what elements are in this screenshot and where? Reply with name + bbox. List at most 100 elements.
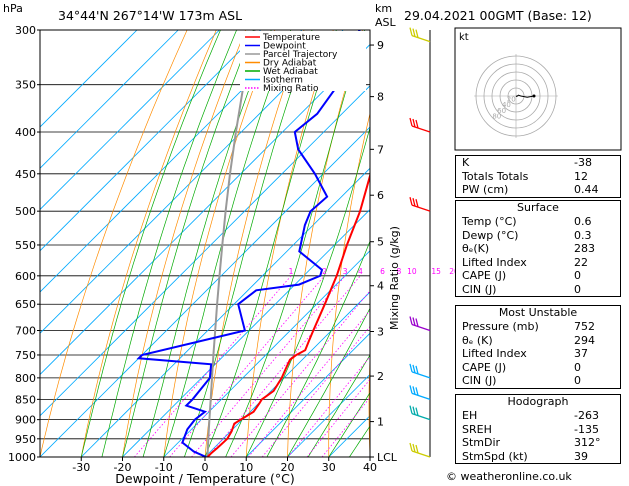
mixing-ratio-line: [306, 378, 370, 457]
wind-barb-flag: [415, 318, 419, 327]
pressure-tick-label: 350: [15, 79, 36, 92]
hodograph-trace: [515, 94, 535, 98]
legend-entry: Temperature: [262, 33, 320, 43]
wind-barb-flag: [412, 28, 416, 37]
mixing-ratio-line: [287, 356, 370, 457]
wet-adiabat: [101, 30, 237, 457]
wind-barb: [409, 197, 431, 212]
wind-barb: [409, 117, 431, 133]
wind-barb-flag: [412, 118, 416, 128]
mixing-ratio-label: 4: [358, 267, 363, 276]
wind-barb-flag: [409, 27, 413, 36]
isotherm: [40, 30, 344, 334]
hodograph-ring-label: 40: [502, 101, 511, 109]
pressure-tick-label: 800: [15, 372, 36, 385]
wet-adiabat: [225, 30, 365, 457]
isotherm: [122, 208, 370, 457]
wind-barb: [409, 405, 431, 421]
hodograph-stats-title: Hodograph: [507, 395, 569, 408]
isotherm: [80, 167, 370, 457]
row-label: θₑ (K): [462, 333, 493, 347]
row-label: CAPE (J): [462, 269, 507, 282]
table-row: Totals Totals 12: [456, 170, 620, 184]
table-row: CAPE (J) 0: [456, 269, 620, 283]
table-row: Temp (°C) 0.6: [456, 215, 620, 229]
x-tick-label: 10: [239, 461, 253, 474]
legend-entry: Isotherm: [263, 76, 303, 86]
row-value: -38: [574, 156, 592, 169]
mixing-ratio-line: [191, 275, 346, 457]
wind-barb: [409, 316, 431, 332]
pressure-tick-label: 500: [15, 205, 36, 218]
wet-adiabat: [307, 354, 370, 457]
wind-barb-flag: [409, 442, 413, 452]
mixing-ratio-line: [207, 275, 361, 457]
table-row: θₑ (K) 294: [456, 334, 620, 348]
row-label: PW (cm): [462, 183, 509, 196]
date-header: 29.04.2021 00GMT (Base: 12): [404, 8, 592, 23]
wind-barb-flag: [409, 117, 413, 127]
x-tick-label: 0: [202, 461, 209, 474]
wet-adiabat: [184, 30, 313, 457]
mixing-ratio-label: 6: [380, 267, 385, 276]
legend-entry: Dewpoint: [263, 42, 306, 52]
hodograph-ring-label: 60: [497, 107, 506, 115]
surface-panel: Surface Temp (°C) 0.6 Dewp (°C) 0.3 θₑ(K) 283…: [455, 200, 621, 297]
wind-barb: [409, 385, 431, 400]
pressure-tick-label: 600: [15, 270, 36, 283]
pressure-tick-label: 700: [15, 325, 36, 338]
dry-adiabat: [368, 349, 370, 457]
row-label: EH: [462, 409, 478, 422]
pressure-tick-label: 400: [15, 126, 36, 139]
row-label: CIN (J): [462, 282, 497, 296]
isotherm: [40, 85, 370, 417]
x-tick-label: -30: [72, 461, 90, 474]
table-row: Lifted Index 22: [456, 256, 620, 270]
mixing-ratio-line: [321, 396, 370, 457]
pressure-tick-label: 950: [15, 433, 36, 446]
km-tick-label: 4: [377, 280, 384, 293]
most-unstable-title: Most Unstable: [498, 306, 578, 319]
isotherm: [40, 126, 370, 457]
row-label: Totals Totals: [462, 169, 529, 183]
dry-adiabat: [40, 30, 188, 457]
wind-barb-flag: [409, 316, 413, 325]
legend-entry: Dry Adiabat: [263, 59, 317, 69]
wind-barb-flag: [409, 197, 413, 206]
row-value: 22: [574, 255, 588, 269]
indices-panel: K -38 Totals Totals 12 PW (cm) 0.44: [455, 155, 621, 198]
km-tick-label: 2: [377, 370, 384, 383]
legend-entry: Parcel Trajectory: [263, 50, 338, 60]
mixing-ratio-label: 15: [431, 267, 441, 276]
row-value: 37: [574, 347, 588, 360]
mixing-ratio-line: [169, 275, 325, 457]
wind-barb-flag: [412, 317, 416, 326]
wind-barb: [409, 363, 431, 379]
table-row: CIN (J) 0: [456, 283, 620, 297]
wet-adiabat: [287, 307, 370, 457]
pressure-tick-label: 750: [15, 349, 36, 362]
row-label: Lifted Index: [462, 347, 527, 360]
row-value: -135: [574, 422, 599, 436]
wind-barb-flag: [415, 365, 419, 375]
km-tick-label: 8: [377, 91, 384, 104]
wind-barb-flag: [412, 386, 416, 395]
hodograph-ring-label: 80: [492, 112, 501, 120]
mixing-ratio-label: 1: [289, 267, 294, 276]
surface-title: Surface: [517, 201, 559, 214]
dry-adiabat: [204, 30, 305, 457]
row-label: CIN (J): [462, 374, 497, 387]
legend-box: [240, 31, 366, 91]
table-row: Dewp (°C) 0.3: [456, 229, 620, 243]
wind-barb-flag: [415, 444, 419, 454]
isotherm: [245, 332, 370, 457]
table-row: StmSpd (kt) 39: [456, 450, 620, 464]
wind-barb-flag: [409, 363, 413, 373]
mixing-ratio-label: 20: [449, 267, 459, 276]
x-axis-title: Dewpoint / Temperature (°C): [115, 471, 294, 486]
wet-adiabat: [266, 240, 370, 457]
wet-adiabat: [163, 30, 292, 457]
isotherm: [40, 30, 262, 252]
